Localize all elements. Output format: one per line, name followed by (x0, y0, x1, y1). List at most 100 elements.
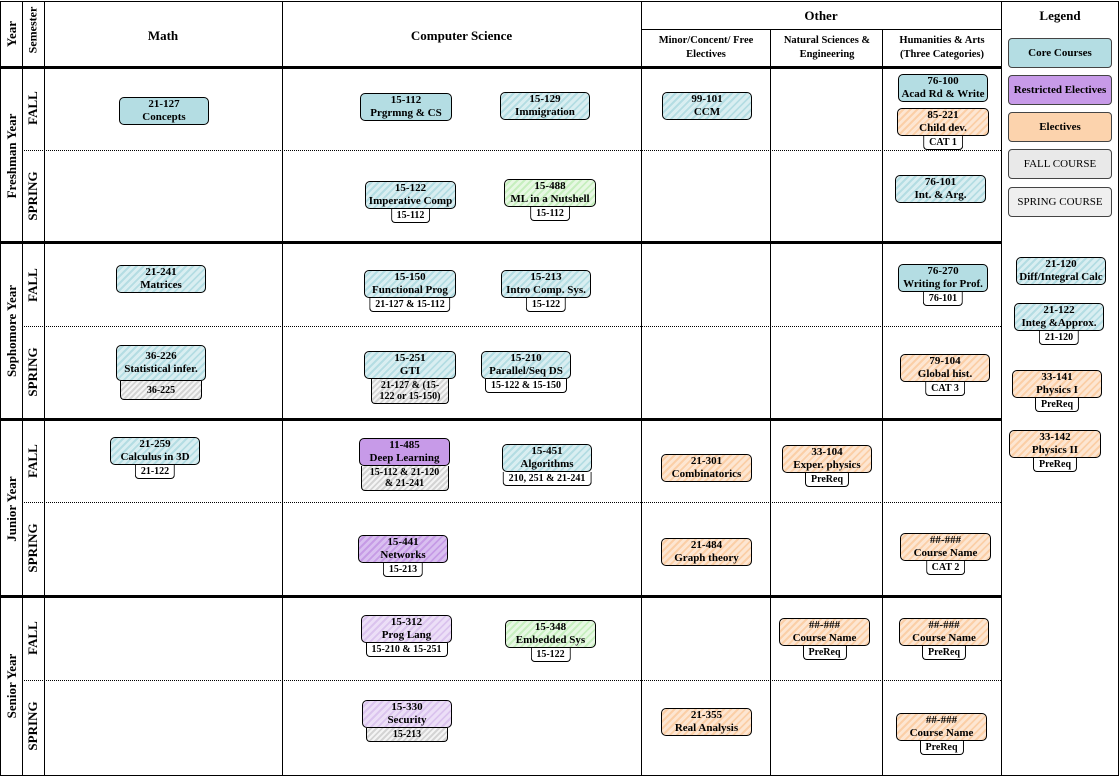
course-card: 76-100 Acad Rd & Write (898, 74, 988, 102)
prereq-tag: 15-213 (366, 728, 448, 742)
year-label-junior: Junior Year (4, 476, 19, 542)
course-code: 15-213 (530, 271, 562, 283)
course-code: 11-485 (389, 439, 420, 451)
course-code: 21-259 (139, 438, 171, 450)
course-name: Concepts (142, 111, 186, 123)
semester-label-spring: SPRING (25, 701, 40, 751)
course-code: 33-104 (811, 446, 843, 458)
course-code: 85-221 (927, 109, 959, 121)
course-name: GTI (399, 365, 421, 377)
course-name: Int. & Arg. (914, 189, 967, 201)
legend-core-courses: Core Courses (1008, 38, 1112, 68)
semester-label-fall: FALL (25, 268, 40, 302)
course-code: 15-330 (391, 701, 423, 713)
course-card: 15-251 GTI 21-127 & (15-122 or 15-150) (364, 351, 456, 404)
prereq-tag: 36-225 (120, 381, 202, 400)
grid-top (0, 1, 1118, 2)
grid-other-sub (641, 29, 1001, 30)
course-card: 79-104 Global hist. CAT 3 (900, 354, 990, 396)
course-card: ##-### Course Name CAT 2 (900, 533, 991, 575)
year-label-freshman: Freshman Year (4, 113, 19, 199)
year-divider (0, 241, 1001, 244)
course-name: Immigration (515, 106, 575, 118)
year-divider (0, 418, 1001, 421)
semester-label-fall: FALL (25, 444, 40, 478)
course-card: 15-213 Intro Comp. Sys. 15-122 (501, 270, 591, 312)
year-label-sophomore: Sophomore Year (4, 284, 19, 378)
course-name: Prog Lang (381, 629, 432, 641)
course-name: Physics II (1031, 444, 1079, 456)
course-card: ##-### Course Name PreReq (779, 618, 870, 660)
course-name: Statistical infer. (124, 363, 198, 375)
minor-header: Minor/Concent/ Free Electives (658, 35, 754, 60)
course-card: 15-129 Immigration (500, 92, 590, 120)
course-name: Deep Learning (369, 452, 440, 464)
course-name: Networks (380, 549, 426, 561)
course-name: Course Name (909, 727, 974, 739)
course-name: Embedded Sys (515, 634, 586, 646)
course-code: 21-355 (690, 709, 723, 721)
legend-course-card: 33-142 Physics II PreReq (1009, 430, 1101, 472)
course-card: 15-112 Prgrmng & CS (360, 93, 452, 121)
course-card: 85-221 Child dev. CAT 1 (897, 108, 989, 150)
course-code: 33-142 (1039, 431, 1071, 443)
cs-header: Computer Science (410, 28, 513, 43)
course-card: 15-150 Functional Prog 21-127 & 15-112 (364, 270, 456, 312)
year-divider (0, 66, 1001, 69)
course-card: 21-301 Combinatorics (661, 454, 752, 482)
course-code: 15-129 (529, 93, 561, 105)
prereq-tag: PreReq (919, 741, 964, 755)
grid-v-semester (44, 1, 45, 776)
course-name: Diff/Integral Calc (1019, 271, 1103, 283)
course-name: Prgrmng & CS (370, 107, 442, 119)
course-card: 21-484 Graph theory (661, 538, 752, 566)
course-card: ##-### Course Name PreReq (896, 713, 987, 755)
course-card: 15-348 Embedded Sys 15-122 (505, 620, 596, 662)
legend-electives: Electives (1008, 112, 1112, 142)
grid-v-year (22, 1, 23, 776)
course-card: 21-259 Calculus in 3D 21-122 (110, 437, 200, 479)
semester-label-spring: SPRING (25, 171, 40, 221)
course-code: 15-441 (387, 536, 419, 548)
prereq-tag: 210, 251 & 21-241 (502, 472, 592, 486)
prereq-tag: 15-122 & 15-150 (485, 379, 567, 393)
year-label-senior: Senior Year (4, 653, 19, 719)
course-name: Intro Comp. Sys. (506, 284, 586, 296)
course-name: Global hist. (917, 368, 973, 380)
legend-fall-course: FALL COURSE (1008, 149, 1112, 179)
course-code: 15-251 (394, 352, 426, 364)
course-code: 99-101 (691, 93, 723, 105)
course-card: 15-451 Algorithms 210, 251 & 21-241 (502, 444, 592, 486)
prereq-tag: CAT 3 (925, 382, 965, 396)
course-card: 99-101 CCM (662, 92, 752, 120)
course-code: 21-127 (148, 98, 180, 110)
other-header: Other (804, 8, 838, 23)
course-card: 15-488 ML in a Nutshell 15-112 (504, 179, 596, 221)
course-code: ##-### (929, 534, 962, 546)
course-code: 36-226 (145, 350, 177, 362)
course-name: Course Name (792, 632, 857, 644)
prereq-tag: PreReq (1032, 458, 1078, 472)
course-code: 76-270 (927, 265, 959, 277)
grid-v-minor (770, 29, 771, 776)
course-code: 15-122 (394, 182, 427, 194)
grid-right (1118, 1, 1119, 776)
semester-label-fall: FALL (25, 91, 40, 125)
prereq-tag: PreReq (921, 646, 967, 660)
legend-course-card: 21-120 Diff/Integral Calc (1016, 257, 1106, 285)
course-code: 15-488 (534, 180, 566, 192)
course-code: 15-112 (390, 94, 422, 106)
course-name: Combinatorics (671, 468, 742, 480)
course-code: 21-122 (1043, 304, 1075, 316)
course-card: 76-270 Writing for Prof. 76-101 (898, 264, 988, 306)
course-name: Graph theory (674, 552, 739, 564)
year-header: Year (4, 21, 19, 47)
prereq-tag: 76-101 (922, 292, 964, 306)
semester-label-spring: SPRING (25, 523, 40, 573)
course-card: 21-241 Matrices (116, 265, 206, 293)
course-name: Writing for Prof. (903, 278, 983, 290)
course-name: Functional Prog (372, 284, 448, 296)
prereq-tag: 15-122 (530, 648, 571, 662)
humanities-header: Humanities & Arts (Three Categories) (899, 35, 985, 60)
course-card: ##-### Course Name PreReq (899, 618, 989, 660)
